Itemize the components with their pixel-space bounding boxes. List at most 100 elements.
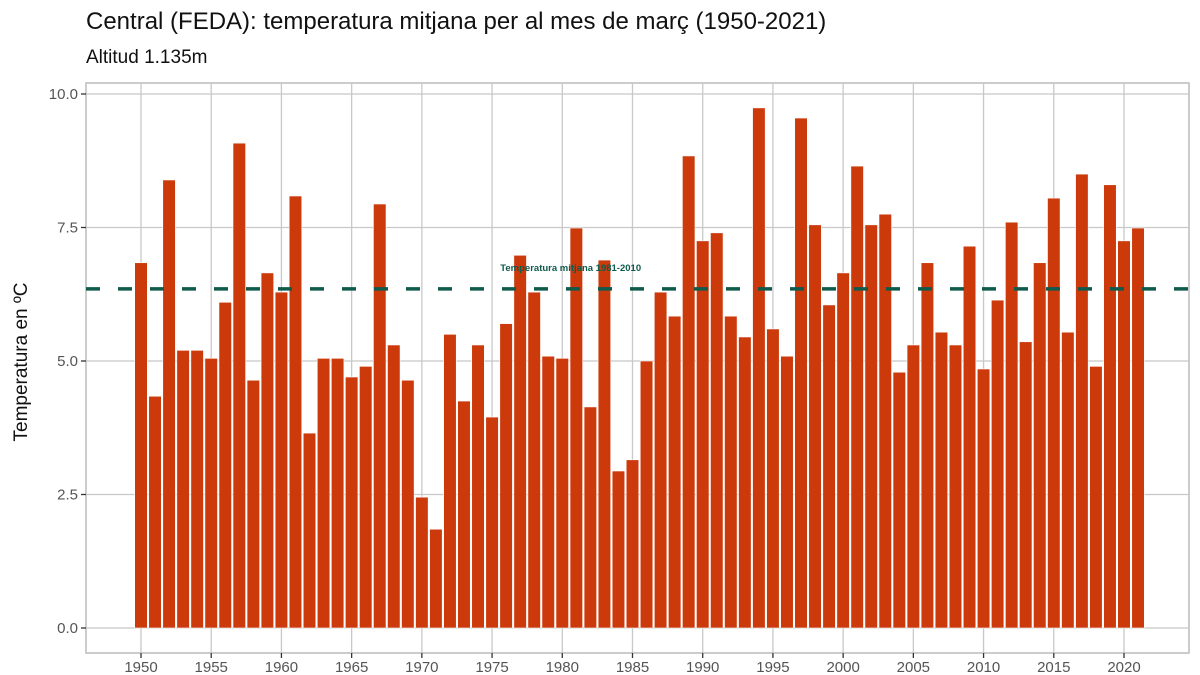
bar-1981 xyxy=(569,227,583,629)
bar-1956 xyxy=(218,301,232,629)
reference-line-label: Temperatura mitjana 1981-2010 xyxy=(500,263,641,274)
bar-1968 xyxy=(387,344,401,629)
bar-2017 xyxy=(1075,173,1089,629)
bar-2005 xyxy=(906,344,920,629)
x-tick-label: 1950 xyxy=(124,659,157,675)
bar-1996 xyxy=(780,355,794,629)
y-tick-label: 0.0 xyxy=(57,620,78,637)
bar-1975 xyxy=(485,416,499,629)
x-tick-label: 2000 xyxy=(826,659,859,675)
x-tick-label: 1970 xyxy=(405,659,438,675)
bar-1980 xyxy=(555,358,569,629)
bar-2014 xyxy=(1033,262,1047,629)
bar-1998 xyxy=(808,224,822,629)
bar-1994 xyxy=(752,107,766,629)
bar-1974 xyxy=(471,344,485,629)
bar-1963 xyxy=(316,358,331,629)
x-tick-label: 2020 xyxy=(1107,659,1140,675)
axes: 0.0 2.5 5.0 7.5 10.0 1950 1955 1960 1965 1970 1975… xyxy=(49,86,1141,675)
bar-1991 xyxy=(710,232,724,629)
bar-2006 xyxy=(920,262,934,629)
bar-2010 xyxy=(976,368,991,629)
bar-1977 xyxy=(513,254,527,629)
bar-2003 xyxy=(878,213,892,629)
x-tick-label: 1980 xyxy=(546,659,579,675)
bar-1962 xyxy=(302,432,317,629)
bar-2011 xyxy=(991,299,1005,629)
bar-2015 xyxy=(1047,197,1061,629)
bar-1953 xyxy=(176,350,190,629)
bar-1987 xyxy=(653,291,668,629)
bar-2002 xyxy=(864,224,878,629)
bar-1954 xyxy=(190,350,204,629)
bar-1969 xyxy=(401,379,415,629)
plot-panel xyxy=(85,82,1190,654)
bar-1952 xyxy=(162,179,176,629)
bar-1984 xyxy=(611,470,626,629)
bar-1951 xyxy=(148,395,162,629)
bar-1978 xyxy=(527,291,541,629)
bar-1950 xyxy=(134,262,148,629)
bar-2013 xyxy=(1019,341,1033,629)
bar-1982 xyxy=(583,406,597,629)
bar-1986 xyxy=(639,360,654,629)
bar-1972 xyxy=(443,333,457,629)
bar-1995 xyxy=(766,328,780,629)
bar-1985 xyxy=(625,459,640,629)
bar-1988 xyxy=(668,315,682,629)
x-tick-label: 1955 xyxy=(195,659,228,675)
bar-1970 xyxy=(415,496,429,629)
y-tick-label: 2.5 xyxy=(57,487,78,504)
reference-line-group: Temperatura mitjana 1981-2010 xyxy=(86,263,1189,291)
x-tick-label: 1990 xyxy=(686,659,719,675)
bar-1976 xyxy=(499,323,513,629)
x-tick-label: 1960 xyxy=(265,659,298,675)
bar-1957 xyxy=(232,142,246,629)
bar-1958 xyxy=(246,379,260,629)
bars xyxy=(134,107,1145,629)
y-axis-label: Temperatura en ºC xyxy=(11,282,32,441)
x-tick-label: 1985 xyxy=(616,659,649,675)
bar-1965 xyxy=(345,376,359,629)
bar-2004 xyxy=(892,371,906,629)
bar-2008 xyxy=(948,344,963,629)
x-tick-label: 2005 xyxy=(897,659,930,675)
bar-1989 xyxy=(682,155,696,629)
bar-1990 xyxy=(696,240,710,629)
y-tick-label: 5.0 xyxy=(57,353,78,370)
bar-1964 xyxy=(330,358,345,629)
bar-2020 xyxy=(1117,240,1131,629)
bar-1979 xyxy=(541,355,555,629)
y-tick-label: 7.5 xyxy=(57,220,78,237)
bar-1993 xyxy=(738,336,752,629)
bar-1973 xyxy=(457,400,471,629)
bar-2009 xyxy=(962,245,977,629)
bar-2016 xyxy=(1061,331,1075,629)
bar-2019 xyxy=(1103,184,1117,629)
bar-1997 xyxy=(794,117,808,629)
bar-1955 xyxy=(204,358,218,629)
bar-1992 xyxy=(724,315,738,629)
bar-1961 xyxy=(288,195,303,629)
x-tick-label: 2015 xyxy=(1037,659,1070,675)
bar-1971 xyxy=(429,528,443,629)
bar-2000 xyxy=(836,272,850,629)
bar-1966 xyxy=(359,366,373,629)
bar-1960 xyxy=(274,291,289,629)
bar-2012 xyxy=(1005,221,1019,629)
bar-1983 xyxy=(597,259,612,629)
x-tick-label: 1995 xyxy=(756,659,789,675)
bar-1999 xyxy=(822,304,836,629)
x-tick-label: 1965 xyxy=(335,659,368,675)
y-tick-label: 10.0 xyxy=(49,86,78,103)
chart-subtitle: Altitud 1.135m xyxy=(86,47,208,68)
x-tick-label: 1975 xyxy=(475,659,508,675)
bar-2021 xyxy=(1131,227,1145,629)
bar-2007 xyxy=(934,331,949,629)
chart-title: Central (FEDA): temperatura mitjana per … xyxy=(86,8,827,35)
x-tick-label: 2010 xyxy=(967,659,1000,675)
bar-2018 xyxy=(1089,366,1103,629)
bar-2001 xyxy=(850,165,864,629)
bar-1967 xyxy=(373,203,387,629)
